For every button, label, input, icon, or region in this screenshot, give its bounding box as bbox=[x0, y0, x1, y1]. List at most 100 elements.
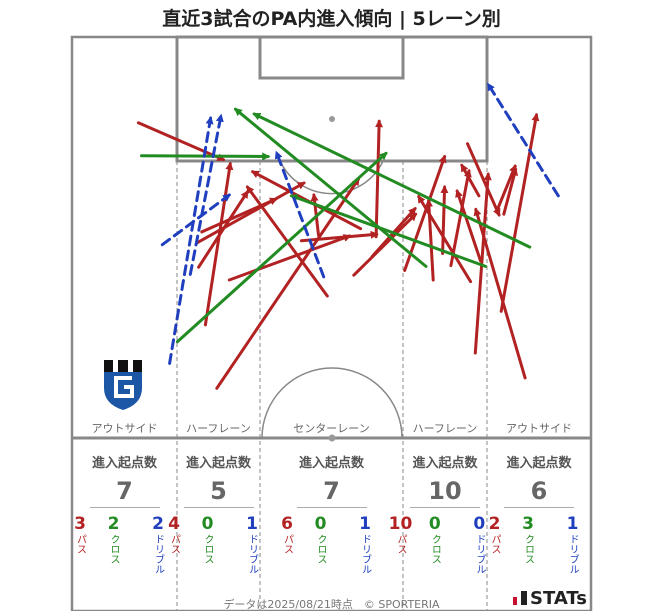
pass-count-value: 4 bbox=[168, 514, 180, 534]
cross-count: 0 クロス bbox=[304, 514, 337, 574]
dribble-count-label: ドリブル bbox=[567, 534, 578, 574]
penalty-spot bbox=[329, 116, 335, 122]
cross-arrow-3 bbox=[252, 112, 532, 249]
dribble-count-value: 2 bbox=[152, 514, 164, 534]
stats-logo-bar-icon bbox=[521, 591, 528, 605]
lane-stats-outside-left: 進入起点数 7 3 パス 2 クロス 2 ドリブル bbox=[72, 452, 177, 574]
pass-count-value: 2 bbox=[488, 514, 501, 534]
stats-logo-mark-icon bbox=[513, 597, 518, 605]
dribble-count-label: ドリブル bbox=[359, 534, 371, 574]
lane-stats-outside-right: 進入起点数 6 2 パス 3 クロス 1 ドリブル bbox=[487, 452, 591, 574]
pitch-lines bbox=[70, 35, 593, 611]
cross-count: 0 クロス bbox=[191, 514, 224, 574]
entry-breakdown: 2 パス 3 クロス 1 ドリブル bbox=[487, 514, 591, 574]
dribble-count: 1 ドリブル bbox=[551, 514, 595, 574]
pass-arrow-9 bbox=[299, 230, 379, 243]
cross-count-value: 0 bbox=[314, 514, 327, 534]
dribble-count: 1 ドリブル bbox=[230, 514, 274, 574]
dribble-count-value: 1 bbox=[359, 514, 371, 534]
stats-header: 進入起点数 bbox=[412, 456, 478, 471]
pass-count-label: パス bbox=[281, 534, 293, 554]
lane-label-center: センターレーン bbox=[293, 422, 370, 435]
cross-count-label: クロス bbox=[202, 534, 213, 564]
pass-count: 2 パス bbox=[484, 514, 506, 574]
dribble-count-label: ドリブル bbox=[473, 534, 485, 574]
pass-arrow-1 bbox=[136, 121, 226, 162]
lane-label-halfspace-left: ハーフレーン bbox=[186, 422, 251, 435]
entry-breakdown: 3 パス 2 クロス 2 ドリブル bbox=[72, 514, 177, 574]
lane-stats-center: 進入起点数 7 6 パス 0 クロス 1 ドリブル bbox=[260, 452, 403, 574]
dribble-count: 1 ドリブル bbox=[343, 514, 387, 574]
cross-count-label: クロス bbox=[108, 534, 119, 564]
stats-header: 進入起点数 bbox=[506, 456, 572, 471]
lane-stats-halfspace-right: 進入起点数 10 10 パス 0 クロス 0 ドリブル bbox=[389, 452, 487, 574]
pass-arrow-22 bbox=[466, 142, 501, 217]
dribble-arrow-4 bbox=[274, 150, 326, 279]
cross-count-value: 0 bbox=[428, 514, 441, 534]
cross-arrow-2 bbox=[233, 107, 428, 268]
chart-title: 直近3試合のPA内進入傾向 | 5レーン別 bbox=[162, 8, 501, 30]
dribble-count-value: 0 bbox=[473, 514, 486, 534]
pass-arrow-19 bbox=[417, 194, 473, 284]
pass-count: 3 パス bbox=[69, 514, 91, 574]
dribble-count-label: ドリブル bbox=[246, 534, 258, 574]
entry-total: 5 bbox=[183, 477, 254, 508]
pass-arrow-7 bbox=[195, 181, 306, 245]
dribble-arrow-3 bbox=[168, 116, 214, 365]
pass-arrow-5 bbox=[227, 234, 352, 282]
pass-arrow-20 bbox=[455, 189, 482, 263]
pass-count-label: パス bbox=[168, 534, 180, 554]
center-spot bbox=[328, 434, 336, 442]
entry-breakdown: 6 パス 0 クロス 1 ドリブル bbox=[260, 514, 403, 574]
cross-count-label: クロス bbox=[315, 534, 326, 564]
pass-count-label: パス bbox=[489, 534, 500, 554]
pass-arrow-11 bbox=[374, 119, 384, 239]
dribble-count-value: 1 bbox=[566, 514, 579, 534]
lane-label-outside-right: アウトサイド bbox=[506, 422, 572, 435]
pass-arrow-21 bbox=[460, 163, 481, 198]
cross-count-label: クロス bbox=[522, 534, 534, 564]
stats-header: 進入起点数 bbox=[185, 456, 251, 471]
cross-arrow-5 bbox=[175, 151, 388, 344]
dribble-count-value: 1 bbox=[246, 514, 258, 534]
entry-total: 7 bbox=[89, 477, 160, 508]
cross-count: 2 クロス bbox=[97, 514, 130, 574]
pass-count-value: 10 bbox=[388, 514, 413, 534]
team-crest-icon bbox=[104, 360, 142, 410]
penalty-area bbox=[175, 35, 489, 163]
entry-total: 6 bbox=[504, 477, 574, 508]
pass-arrow-6 bbox=[215, 177, 360, 390]
cross-count-value: 3 bbox=[522, 514, 534, 534]
dribble-count-label: ドリブル bbox=[152, 534, 164, 574]
pass-arrow-15 bbox=[403, 154, 447, 272]
stats-header: 進入起点数 bbox=[91, 456, 157, 471]
cross-count-label: クロス bbox=[429, 534, 441, 564]
dribble-arrow-2 bbox=[188, 113, 224, 276]
dribble-arrow-1 bbox=[160, 193, 231, 247]
center-circle bbox=[261, 367, 403, 439]
pass-count: 6 パス bbox=[276, 514, 298, 574]
entry-arrows bbox=[136, 82, 560, 390]
stats-logo: STATs bbox=[513, 588, 587, 609]
cross-count-value: 0 bbox=[201, 514, 214, 534]
pass-count: 4 パス bbox=[163, 514, 185, 574]
pass-arrow-24 bbox=[502, 167, 519, 216]
pass-arrow-3 bbox=[203, 161, 234, 327]
entry-breakdown: 10 パス 0 クロス 0 ドリブル bbox=[389, 514, 487, 574]
lane-label-outside-left: アウトサイド bbox=[91, 422, 158, 435]
pass-arrow-17 bbox=[440, 185, 449, 255]
pass-count: 10 パス bbox=[389, 514, 413, 574]
cross-count: 0 クロス bbox=[418, 514, 451, 574]
pass-arrow-18 bbox=[449, 168, 472, 268]
cross-count-value: 2 bbox=[107, 514, 120, 534]
goal-area bbox=[258, 35, 405, 80]
dribble-arrow-5 bbox=[486, 82, 560, 198]
dribble-count: 0 ドリブル bbox=[457, 514, 501, 574]
pass-arrow-27 bbox=[499, 112, 540, 313]
pass-count-value: 3 bbox=[74, 514, 86, 534]
cross-count: 3 クロス bbox=[512, 514, 545, 574]
footer-credit: データは2025/08/21時点 © SPORTERIA bbox=[223, 598, 440, 611]
pass-count-label: パス bbox=[395, 534, 406, 554]
pass-count-value: 6 bbox=[281, 514, 293, 534]
